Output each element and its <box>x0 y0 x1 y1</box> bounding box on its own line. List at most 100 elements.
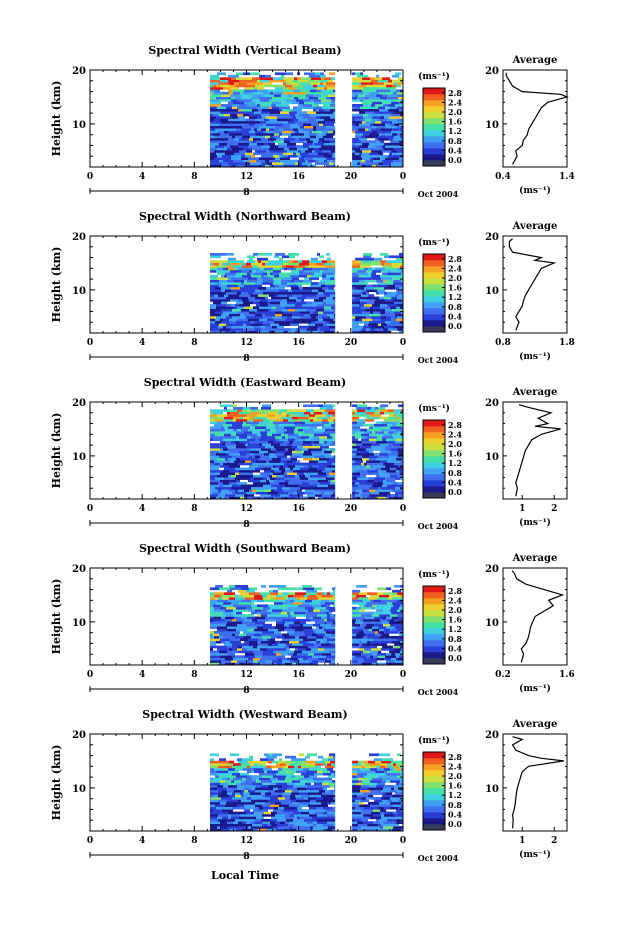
heatmap-cell <box>275 414 286 417</box>
heatmap-cell <box>278 797 285 800</box>
heatmap-cell <box>263 316 272 319</box>
heatmap-cell <box>297 147 308 151</box>
heatmap-cell <box>281 277 292 280</box>
heatmap-cell <box>307 753 317 757</box>
heatmap-cell <box>278 826 289 829</box>
heatmap-cell <box>253 137 261 141</box>
heatmap-cell <box>372 267 376 271</box>
heatmap-cell <box>287 428 294 432</box>
heatmap-cell <box>322 106 332 110</box>
heatmap-cell <box>352 789 361 793</box>
heatmap-cell <box>267 270 273 273</box>
heatmap-cell <box>235 303 239 307</box>
heatmap-cell <box>233 763 241 766</box>
heatmap-cell <box>373 621 383 625</box>
heatmap-cell <box>369 426 374 429</box>
heatmap-cell <box>327 814 330 817</box>
heatmap-cell <box>384 291 388 295</box>
heatmap-cell <box>362 101 373 105</box>
heatmap-cell <box>258 660 262 663</box>
heatmap-cell <box>262 804 270 807</box>
heatmap-cell <box>355 164 362 168</box>
heatmap-cell <box>359 303 365 307</box>
heatmap-cell <box>380 157 386 160</box>
heatmap-cell <box>221 313 229 317</box>
heatmap-cell <box>226 140 233 143</box>
heatmap-cell <box>213 777 222 781</box>
heatmap-cell <box>220 133 229 136</box>
colorbar-tick-label: 0.0 <box>448 321 462 331</box>
heatmap-cell <box>367 299 376 302</box>
heatmap-cell <box>281 94 288 97</box>
heatmap-cell <box>225 662 235 666</box>
heatmap-cell <box>352 145 360 148</box>
heatmap-cell <box>259 462 267 466</box>
heatmap-cell <box>307 604 312 608</box>
heatmap-cell <box>387 303 397 307</box>
heatmap-cell <box>326 253 330 256</box>
heatmap-cell <box>304 72 315 76</box>
heatmap-cell <box>361 662 373 666</box>
heatmap-cell <box>216 306 225 309</box>
heatmap-cell <box>271 296 274 300</box>
heatmap-cell <box>230 145 238 148</box>
heatmap-cell <box>306 438 310 442</box>
heatmap-cell <box>368 477 375 480</box>
heatmap-cell <box>229 450 239 454</box>
heatmap-cell <box>390 614 398 617</box>
heatmap-cell <box>283 96 288 100</box>
heatmap-cell <box>363 274 372 278</box>
heatmap-cell <box>361 763 367 766</box>
heatmap-cell <box>258 801 261 805</box>
heatmap-cell <box>210 116 216 119</box>
heatmap-cell <box>295 120 300 124</box>
heatmap-cell <box>400 260 403 263</box>
heatmap-cell <box>352 657 364 661</box>
heatmap-cell <box>322 301 326 305</box>
heatmap-cell <box>239 82 247 85</box>
heatmap-cell <box>243 604 251 608</box>
heatmap-cell <box>325 789 330 793</box>
heatmap-cell <box>303 768 309 771</box>
heatmap-cell <box>255 804 262 807</box>
heatmap-cell <box>298 159 305 163</box>
heatmap-cell <box>268 260 276 263</box>
heatmap-cell <box>352 467 358 471</box>
heatmap-cell <box>303 142 312 146</box>
heatmap-cell <box>330 616 336 620</box>
heatmap-cell <box>263 477 267 480</box>
heatmap-cell <box>378 823 382 827</box>
heatmap-cell <box>219 792 227 795</box>
heatmap-cell <box>326 828 332 832</box>
heatmap-cell <box>383 482 394 485</box>
heatmap-cell <box>352 811 362 815</box>
heatmap-cell <box>352 496 357 500</box>
heatmap-cell <box>227 431 236 434</box>
heatmap-cell <box>352 804 357 807</box>
heatmap-cell <box>210 253 219 256</box>
heatmap-cell <box>352 797 362 800</box>
heatmap-cell <box>373 123 381 126</box>
heatmap-cell <box>226 291 237 295</box>
heatmap-cell <box>400 159 403 163</box>
heatmap-cell <box>219 284 227 288</box>
heatmap-cell <box>267 318 274 322</box>
heatmap-cell <box>313 125 316 129</box>
heatmap-cell <box>287 443 292 446</box>
heatmap-cell <box>278 816 285 820</box>
heatmap-cell <box>246 320 250 324</box>
heatmap-cell <box>304 277 309 280</box>
heatmap-cell <box>294 77 297 80</box>
heatmap-cell <box>289 768 296 771</box>
heatmap-cell <box>362 638 374 641</box>
heatmap-cell <box>291 616 296 620</box>
heatmap-cell <box>293 79 298 83</box>
heatmap-cell <box>283 419 288 422</box>
heatmap-cell <box>250 792 261 795</box>
heatmap-cell <box>274 597 284 600</box>
heatmap-cell <box>378 147 384 151</box>
heatmap-cell <box>236 433 247 437</box>
heatmap-cell <box>297 472 304 475</box>
heatmap-cell <box>294 765 298 769</box>
heatmap-cell <box>401 618 403 622</box>
